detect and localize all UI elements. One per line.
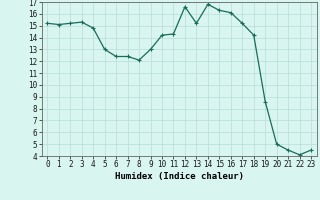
X-axis label: Humidex (Indice chaleur): Humidex (Indice chaleur) (115, 172, 244, 181)
